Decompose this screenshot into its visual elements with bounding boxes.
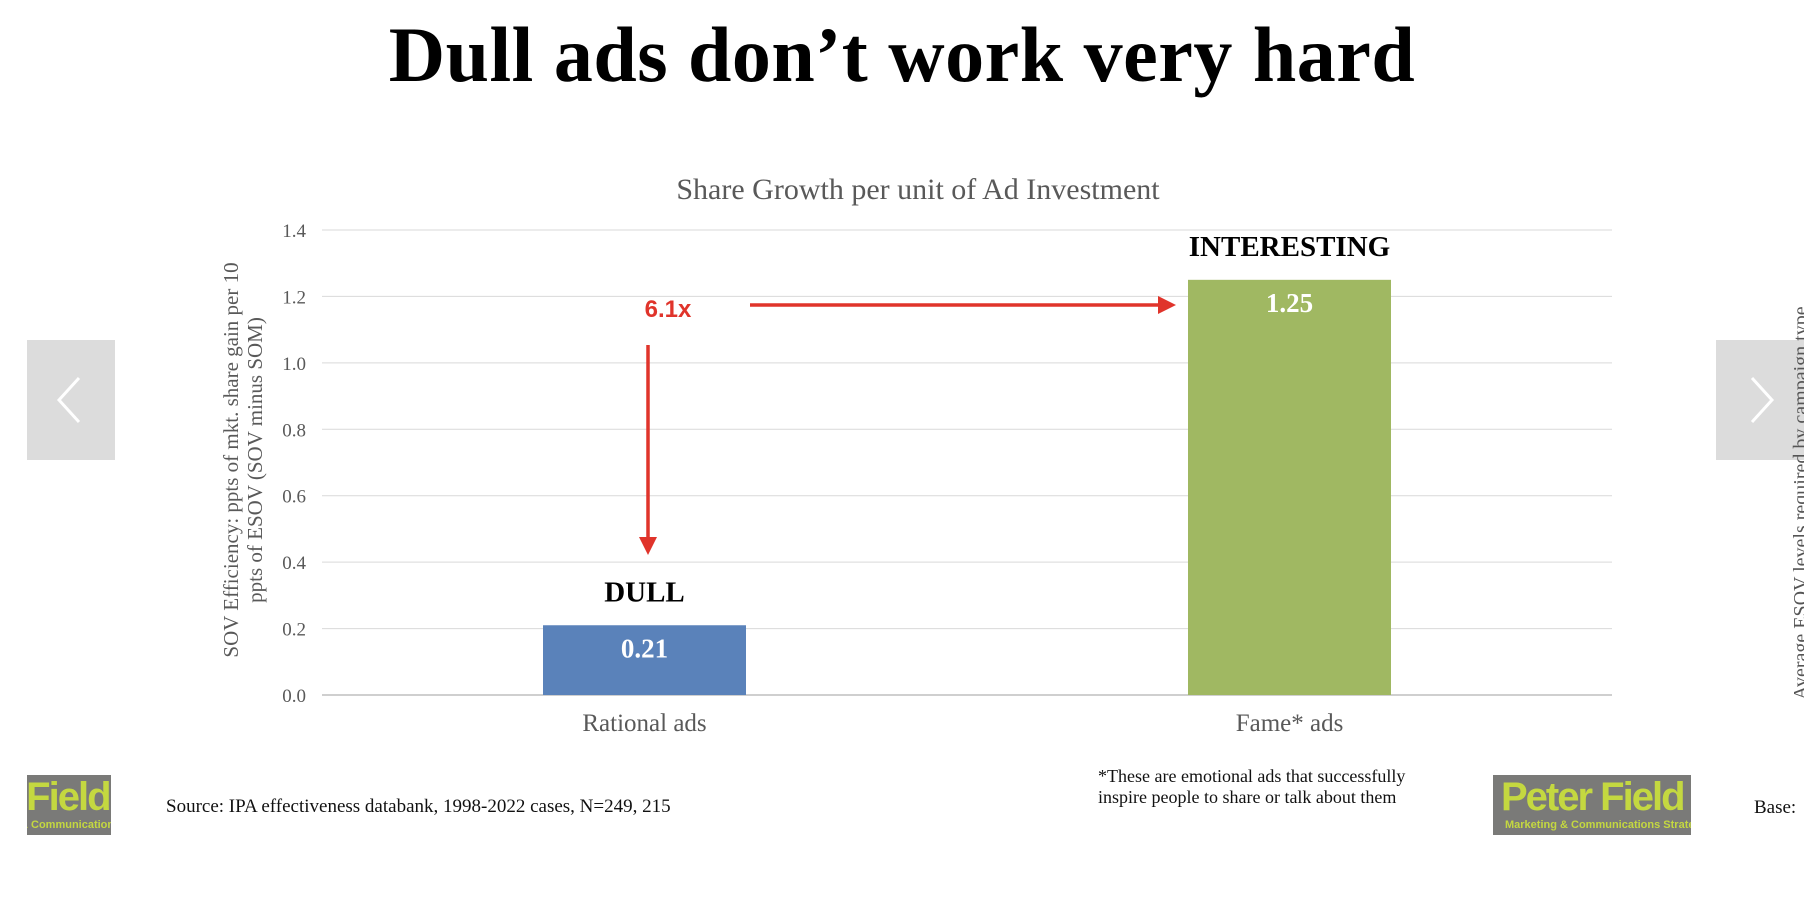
gridlines bbox=[322, 229, 1612, 696]
footnote-line-1: *These are emotional ads that successful… bbox=[1098, 766, 1406, 786]
base-label: Base: bbox=[1754, 797, 1797, 818]
bar-annotation: INTERESTING bbox=[1189, 231, 1390, 263]
footnote: *These are emotional ads that successful… bbox=[1098, 766, 1405, 808]
y-axis-ticks: 0.0 0.2 0.4 0.6 0.8 1.0 1.2 1.4 bbox=[282, 221, 306, 707]
chevron-left-icon bbox=[56, 376, 81, 424]
x-category-label: Fame* ads bbox=[1236, 710, 1344, 737]
footnote-line-2: inspire people to share or talk about th… bbox=[1098, 787, 1397, 807]
peter-field-logo-right: Peter Field Marketing & Communications S… bbox=[1493, 775, 1691, 835]
y-axis-label-line2: ppts of ESOV (SOV minus SOM) bbox=[243, 317, 267, 603]
bar-1 bbox=[543, 625, 746, 695]
arrow-down-head bbox=[639, 537, 657, 555]
y-tick-label: 0.6 bbox=[282, 487, 306, 508]
y-tick-label: 1.4 bbox=[282, 221, 306, 242]
next-slide-button[interactable] bbox=[1716, 340, 1804, 460]
y-axis-label-line1: SOV Efficiency: ppts of mkt. share gain … bbox=[219, 262, 243, 657]
data-label: 1.25 bbox=[1266, 288, 1313, 318]
y-tick-label: 0.2 bbox=[282, 620, 306, 641]
source-note: Source: IPA effectiveness databank, 1998… bbox=[166, 796, 671, 817]
logo-tagline: Marketing & Communications Strategy bbox=[1505, 819, 1691, 831]
y-tick-label: 1.2 bbox=[282, 287, 306, 308]
previous-slide-button[interactable] bbox=[27, 340, 115, 460]
logo-name: Peter Field bbox=[27, 775, 111, 819]
y-tick-label: 0.4 bbox=[282, 553, 306, 574]
chart-title: Share Growth per unit of Ad Investment bbox=[676, 173, 1160, 206]
x-category-label: Rational ads bbox=[582, 710, 706, 737]
multiplier-annotation: 6.1x bbox=[639, 296, 1176, 555]
peter-field-logo-left: Peter Field Marketing & Communications S… bbox=[27, 775, 111, 835]
next-slide-axis-label: Average ESOV levels required by campaign… bbox=[1790, 306, 1804, 700]
data-label: 0.21 bbox=[621, 633, 668, 663]
chevron-right-icon bbox=[1750, 376, 1775, 424]
bar-annotation: DULL bbox=[604, 576, 685, 608]
logo-name: Peter Field bbox=[1501, 775, 1686, 819]
multiplier-label: 6.1x bbox=[645, 296, 692, 323]
y-tick-label: 0.8 bbox=[282, 420, 306, 441]
slide-title: Dull ads don’t work very hard bbox=[388, 11, 1416, 98]
bars: 0.21 DULL Rational ads 1.25 INTERESTING Fame*… bbox=[543, 231, 1391, 737]
y-tick-label: 0.0 bbox=[282, 686, 306, 707]
logo-tagline: Marketing & Communications Strategy bbox=[27, 819, 111, 831]
y-tick-label: 1.0 bbox=[282, 354, 306, 375]
arrow-right-head bbox=[1158, 296, 1176, 314]
bar-2 bbox=[1188, 279, 1391, 695]
